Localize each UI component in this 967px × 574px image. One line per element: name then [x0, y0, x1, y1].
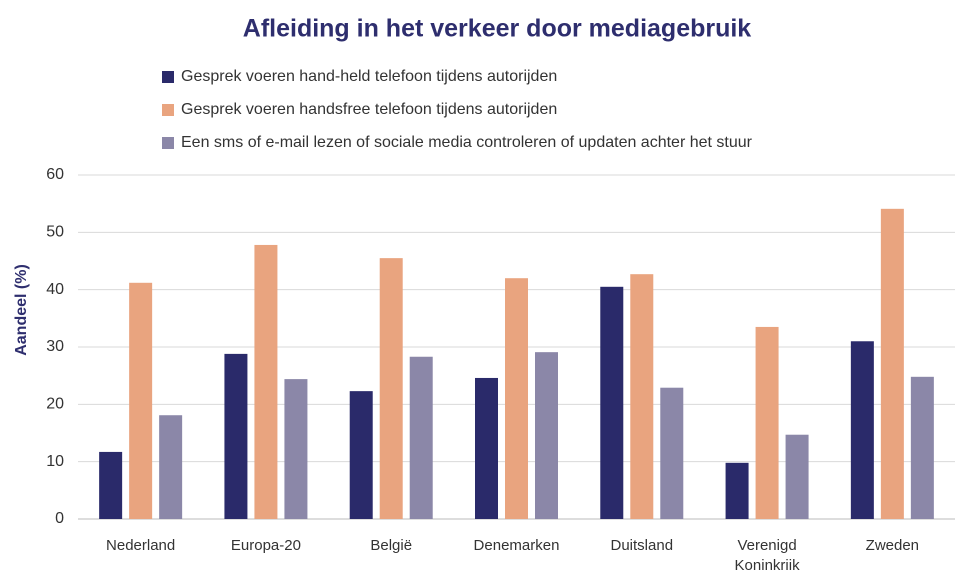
legend-label: Gesprek voeren handsfree telefoon tijden… [181, 101, 557, 118]
legend-label: Gesprek voeren hand-held telefoon tijden… [181, 68, 557, 85]
bar [409, 356, 433, 519]
bar [224, 353, 248, 519]
y-tick-label: 20 [46, 396, 64, 413]
y-tick-label: 0 [55, 510, 64, 527]
y-tick-label: 10 [46, 453, 64, 470]
bar [725, 462, 749, 519]
bar [284, 379, 308, 519]
x-tick-label: Zweden [865, 537, 920, 554]
x-tick-label: Denemarken [473, 537, 560, 554]
y-axis-label: Aandeel (%) [13, 264, 30, 356]
bar [535, 352, 558, 519]
x-tick-label: Verenigd Koninkriik [734, 537, 800, 574]
bar [505, 278, 528, 519]
legend-swatch [162, 137, 174, 149]
y-tick-label: 40 [46, 281, 64, 298]
legend-label: Een sms of e-mail lezen of sociale media… [181, 134, 753, 151]
bar [850, 341, 874, 519]
y-tick-label: 60 [46, 166, 64, 183]
bar [600, 286, 624, 519]
x-tick-label: België [370, 537, 413, 554]
legend-swatch [162, 71, 174, 83]
bar [159, 415, 183, 519]
legend-swatch [162, 104, 174, 116]
bar [254, 244, 278, 520]
x-tick-label: Nederland [106, 537, 176, 554]
x-tick-label: Europa-20 [230, 537, 301, 554]
bar [660, 387, 684, 519]
x-tick-label: Duitsland [610, 537, 674, 554]
bar [129, 282, 153, 519]
bar [785, 434, 809, 519]
y-tick-label: 30 [46, 338, 64, 355]
bar [99, 451, 123, 519]
bar [349, 391, 373, 519]
chart-title: Afleiding in het verkeer door mediagebru… [243, 15, 752, 43]
bar [630, 274, 654, 519]
bar [880, 208, 904, 519]
bar [910, 376, 934, 519]
bar [755, 326, 779, 519]
bar [475, 377, 498, 519]
bar [379, 258, 403, 519]
y-tick-label: 50 [46, 224, 64, 241]
